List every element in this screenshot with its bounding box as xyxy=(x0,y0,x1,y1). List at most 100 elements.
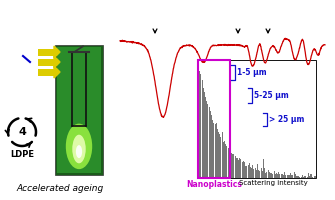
Bar xyxy=(310,174,311,178)
Bar xyxy=(257,164,258,178)
Bar xyxy=(242,162,243,178)
Polygon shape xyxy=(54,46,60,58)
Bar xyxy=(218,132,219,178)
Text: Scattering intensity: Scattering intensity xyxy=(239,180,307,186)
Text: Nanoplastics: Nanoplastics xyxy=(186,180,242,189)
Bar xyxy=(204,92,205,178)
Bar xyxy=(223,142,224,178)
Text: 1-5 μm: 1-5 μm xyxy=(237,68,266,77)
Bar xyxy=(286,175,287,178)
Text: LDPE: LDPE xyxy=(10,150,34,159)
Bar xyxy=(264,168,265,178)
Bar xyxy=(293,172,294,178)
Bar xyxy=(290,173,291,178)
Bar xyxy=(236,158,237,178)
Text: 4: 4 xyxy=(18,127,26,137)
Bar xyxy=(313,177,314,178)
Bar xyxy=(213,123,214,178)
Bar xyxy=(255,168,256,178)
Bar xyxy=(258,170,259,178)
Bar xyxy=(297,176,298,178)
Bar xyxy=(262,171,263,178)
Ellipse shape xyxy=(72,135,86,163)
Bar xyxy=(217,129,218,178)
Bar xyxy=(275,174,276,178)
Bar xyxy=(273,171,274,178)
Bar xyxy=(296,176,297,178)
Bar xyxy=(302,175,303,178)
Bar xyxy=(206,101,207,178)
Bar xyxy=(278,172,279,178)
Bar xyxy=(198,60,316,178)
Bar xyxy=(57,47,101,173)
Bar xyxy=(209,107,210,178)
Bar xyxy=(252,165,253,178)
Bar xyxy=(281,174,282,178)
Bar xyxy=(38,58,54,66)
Bar xyxy=(238,160,239,178)
Bar xyxy=(254,169,255,178)
Bar xyxy=(202,80,203,178)
Bar xyxy=(237,158,238,178)
Bar xyxy=(308,173,309,178)
Bar xyxy=(210,111,211,178)
Bar xyxy=(226,146,227,178)
Bar xyxy=(279,174,280,178)
Bar xyxy=(277,174,278,178)
Bar xyxy=(203,88,204,178)
Polygon shape xyxy=(54,56,60,68)
Bar xyxy=(259,171,260,178)
Bar xyxy=(214,124,215,178)
Bar xyxy=(200,74,201,178)
Bar xyxy=(298,176,299,178)
Bar xyxy=(244,162,245,178)
Bar xyxy=(231,153,232,178)
Bar xyxy=(233,154,234,178)
Bar xyxy=(229,151,230,178)
Bar xyxy=(289,175,290,178)
Bar xyxy=(304,176,305,178)
Bar xyxy=(250,167,251,178)
Bar xyxy=(268,170,269,178)
Bar xyxy=(232,154,233,178)
Bar xyxy=(291,175,292,178)
Bar xyxy=(288,175,289,178)
Bar xyxy=(220,137,221,178)
Bar xyxy=(300,177,302,178)
Ellipse shape xyxy=(66,124,92,169)
Bar xyxy=(199,71,200,178)
Bar xyxy=(269,172,270,178)
Bar xyxy=(251,168,252,178)
Bar xyxy=(211,115,212,178)
Bar xyxy=(246,166,247,178)
Bar xyxy=(198,60,230,178)
Bar xyxy=(212,120,213,178)
Bar xyxy=(249,163,250,178)
Text: > 25 μm: > 25 μm xyxy=(269,115,304,124)
Bar xyxy=(207,104,208,178)
Bar xyxy=(227,148,228,178)
Bar xyxy=(243,161,244,178)
Bar xyxy=(38,48,54,55)
Bar xyxy=(266,172,267,178)
Bar xyxy=(198,66,199,178)
Text: 5-25 μm: 5-25 μm xyxy=(254,91,289,100)
Bar xyxy=(234,156,236,178)
Bar xyxy=(256,170,257,178)
Bar xyxy=(221,132,222,178)
Bar xyxy=(299,177,300,178)
Bar xyxy=(285,175,286,178)
Bar xyxy=(225,144,226,178)
Bar xyxy=(38,68,54,75)
Bar xyxy=(276,173,277,178)
Bar xyxy=(239,158,240,178)
Bar xyxy=(292,175,293,178)
Bar xyxy=(216,123,217,178)
Polygon shape xyxy=(54,66,60,78)
Bar xyxy=(219,134,220,178)
Bar xyxy=(306,176,307,178)
Bar xyxy=(248,165,249,178)
Bar xyxy=(284,172,285,178)
Bar xyxy=(282,174,283,178)
Bar xyxy=(303,177,304,178)
